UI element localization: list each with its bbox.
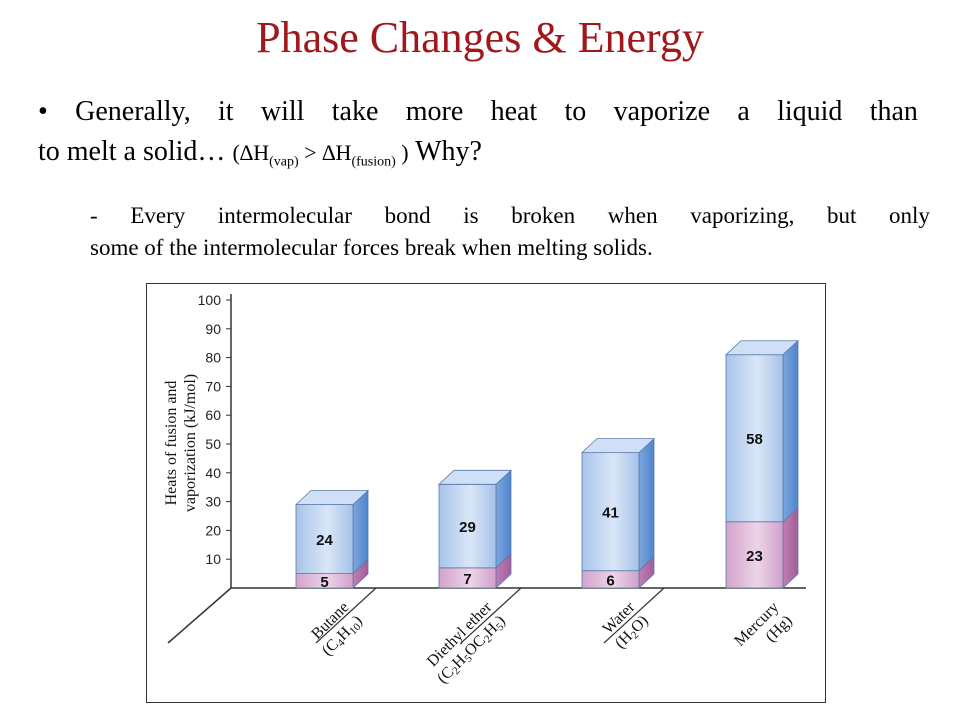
bullet-word: heat [490, 96, 538, 127]
vaporization-bar-top [437, 469, 513, 485]
vaporization-bar [437, 469, 513, 569]
vaporization-bar-front [725, 354, 784, 523]
fusion-value-label: 23 [746, 548, 763, 565]
vaporization-value-label: 58 [746, 431, 763, 448]
category-divider [315, 587, 377, 644]
category-label: Diethyl ether(C2H5OC2H5) [421, 598, 511, 688]
bullet-word: will [260, 96, 305, 127]
vaporization-bar-side [352, 489, 369, 575]
vaporization-bar-side [638, 437, 655, 572]
slide-title: Phase Changes & Energy [256, 13, 704, 62]
y-tick-label: 100 [198, 292, 222, 308]
vaporization-bar [724, 339, 800, 523]
bullet-word: vaporize [613, 96, 710, 127]
bullet-word: Generally, [75, 96, 191, 127]
why-question: Why? [415, 136, 482, 167]
y-tick-label: 80 [205, 350, 221, 366]
note-line-2: some of the intermolecular forces break … [90, 235, 653, 260]
bullet-line-2-text: to melt a solid… [38, 136, 226, 167]
bullet-line-2: to melt a solid… (∆H(vap) > ∆H(fusion) )… [38, 132, 918, 182]
note-word: but [826, 203, 857, 228]
category-label: Mercury(Hg) [731, 599, 795, 663]
bullet-word: liquid [777, 96, 843, 127]
vaporization-bar [294, 489, 370, 575]
y-tick-label: 60 [205, 407, 221, 423]
category-label: Butane(C4H10) [305, 599, 367, 661]
y-tick-label: 70 [205, 378, 221, 394]
chart-bars [294, 339, 800, 589]
bullet-line-1: • Generally, it will take more heat to v… [38, 92, 918, 132]
depth-axis-line [167, 587, 232, 644]
fusion-bar [581, 555, 655, 589]
formula-open: (∆H [232, 140, 270, 165]
vaporization-bar-front [295, 504, 354, 574]
vaporization-value-label: 29 [459, 519, 476, 536]
vaporization-bar-top [724, 340, 800, 356]
y-tick-label: 20 [205, 522, 221, 538]
note-word: is [463, 203, 479, 228]
vaporization-bar [580, 437, 656, 572]
note-word: bond [384, 203, 431, 228]
vaporization-value-label: 41 [602, 505, 619, 522]
fusion-value-label: 6 [606, 572, 614, 589]
vaporization-bar-top [294, 490, 370, 505]
category-divider [460, 587, 522, 644]
y-tick-label: 50 [205, 436, 221, 452]
formula-sub-vap: (vap) [269, 154, 299, 170]
y-axis-label: Heats of fusion and vaporization (kJ/mol) [163, 374, 199, 512]
note-word: Every [130, 203, 186, 228]
vaporization-bar-side [782, 339, 799, 523]
bullet-word: more [405, 96, 464, 127]
bullet-word: a [737, 96, 750, 127]
fusion-value-label: 5 [320, 574, 328, 591]
note-word: intermolecular [217, 203, 352, 228]
vaporization-bar-top [580, 438, 656, 454]
category-divider [603, 587, 665, 644]
chart-frame [146, 283, 826, 703]
note-word: broken [511, 203, 576, 228]
chart-axes [167, 294, 806, 644]
category-label: Water(H2O) [599, 598, 654, 653]
bullet-word: than [869, 96, 918, 127]
note-word: - [90, 203, 98, 228]
bullet-mark: • [38, 96, 48, 127]
bullet-text: • Generally, it will take more heat to v… [38, 92, 918, 182]
explanation-note: - Every intermolecular bond is broken wh… [90, 200, 930, 264]
vaporization-value-label: 24 [316, 532, 333, 549]
vaporization-bar-side [495, 469, 512, 569]
note-word: when [607, 203, 658, 228]
enthalpy-formula: (∆H(vap) > ∆H(fusion) ) [232, 140, 409, 169]
formula-mid: > ∆H [298, 140, 352, 165]
bullet-word: to [564, 96, 587, 127]
y-tick-label: 10 [205, 551, 221, 567]
bullet-word: take [331, 96, 379, 127]
fusion-bar-front [725, 521, 784, 589]
note-word: vaporizing, [690, 203, 795, 228]
vaporization-bar-front [438, 483, 497, 569]
formula-close: ) [395, 140, 409, 165]
y-tick-label: 90 [205, 321, 221, 337]
fusion-bar [725, 506, 799, 589]
fusion-value-label: 7 [463, 571, 471, 588]
fusion-bar [295, 558, 369, 589]
heats-chart: 10 20 30 40 50 60 70 80 90 100 Heats of fusion and… [163, 292, 806, 688]
vaporization-bar-front [581, 452, 640, 572]
note-line-1: - Every intermolecular bond is broken wh… [90, 200, 930, 232]
note-word: only [889, 203, 930, 228]
bullet-word: it [218, 96, 234, 127]
formula-sub-fusion: (fusion) [351, 154, 396, 170]
y-tick-label: 30 [205, 494, 221, 510]
y-tick-label: 40 [205, 465, 221, 481]
